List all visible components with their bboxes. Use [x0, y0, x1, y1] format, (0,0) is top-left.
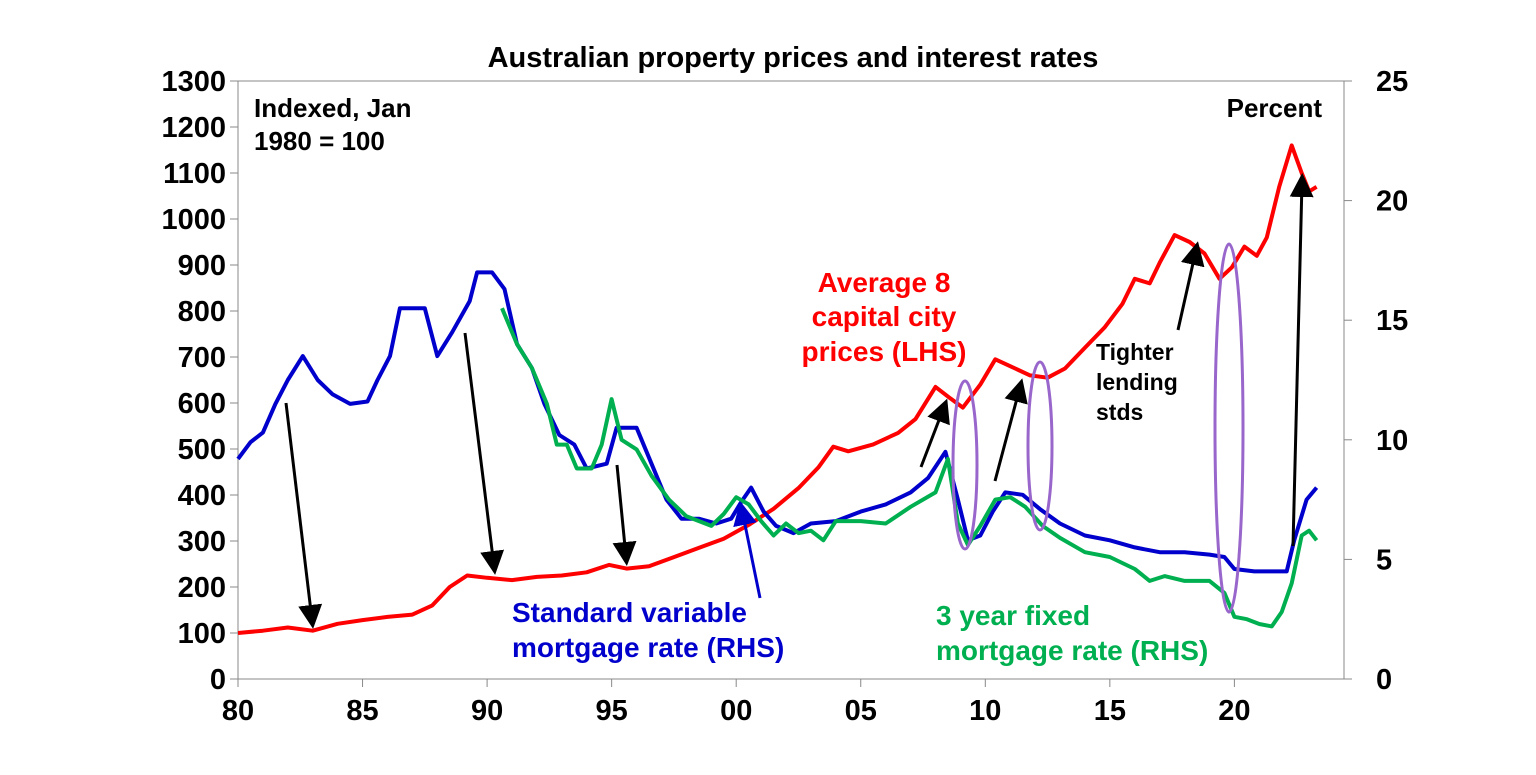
left-tick-label: 1000: [161, 204, 226, 236]
left-tick-label: 100: [178, 618, 226, 650]
right-tick-label: 5: [1376, 544, 1392, 576]
right-tick-label: 20: [1376, 186, 1408, 218]
arrow-2022: [1289, 173, 1314, 547]
x-tick-label: 85: [346, 695, 378, 727]
axes: [230, 80, 1352, 687]
series-label-variable: Standard variable mortgage rate (RHS): [512, 597, 784, 663]
series-label-fixed-line-2: mortgage rate (RHS): [936, 635, 1208, 666]
series-label-fixed: 3 year fixed mortgage rate (RHS): [936, 600, 1208, 666]
left-tick-label: 800: [178, 296, 226, 328]
left-tick-label: 700: [178, 342, 226, 374]
arrow-tighter: [1176, 241, 1205, 331]
series-label-prices-line-1: Average 8: [818, 267, 951, 298]
right-tick-label: 15: [1376, 305, 1408, 337]
left-tick-label: 0: [210, 664, 226, 696]
left-tick-label: 1200: [161, 112, 226, 144]
series-label-variable-line-1: Standard variable: [512, 597, 747, 628]
right-tick-label: 25: [1376, 66, 1408, 98]
series-label-prices-line-3: prices (LHS): [802, 336, 967, 367]
annotation-tighter-line-3: stds: [1096, 399, 1143, 425]
series-label-prices-line-2: capital city: [812, 301, 957, 332]
arrow-1995: [612, 464, 637, 566]
arrow-2007: [919, 398, 950, 468]
right-axis-label: Percent: [1227, 93, 1323, 123]
plot-frame: [237, 80, 1345, 680]
series-line-variable-rate: [236, 270, 1319, 574]
x-tick-label: 15: [1094, 695, 1126, 727]
tick-labels: 0100200300400500600700800900100011001200…: [161, 66, 1408, 727]
right-tick-label: 10: [1376, 425, 1408, 457]
series-label-prices: Average 8 capital city prices (LHS): [802, 267, 967, 367]
arrow-blue-2000: [733, 501, 762, 599]
x-tick-label: 00: [720, 695, 752, 727]
left-tick-label: 200: [178, 572, 226, 604]
x-tick-label: 80: [222, 695, 254, 727]
x-tick-label: 90: [471, 695, 503, 727]
ellipse-2019: [1213, 242, 1245, 614]
chart-title: Australian property prices and interest …: [488, 42, 1099, 74]
annotation-tighter-line-2: lending: [1096, 369, 1178, 395]
arrow-2010: [993, 378, 1028, 482]
ellipse-gfc: [951, 379, 979, 551]
highlight-ellipses: [951, 242, 1245, 614]
left-tick-label: 500: [178, 434, 226, 466]
left-tick-label: 600: [178, 388, 226, 420]
left-tick-label: 1100: [163, 158, 226, 190]
x-tick-label: 95: [596, 695, 628, 727]
left-tick-label: 900: [178, 250, 226, 282]
arrow-1982: [284, 402, 323, 629]
x-tick-label: 20: [1218, 695, 1250, 727]
arrow-1989: [463, 332, 505, 575]
left-tick-label: 1300: [161, 66, 226, 98]
left-tick-label: 300: [178, 526, 226, 558]
x-tick-label: 10: [969, 695, 1001, 727]
x-tick-label: 05: [845, 695, 877, 727]
series-label-variable-line-2: mortgage rate (RHS): [512, 632, 784, 663]
annotation-arrows: [284, 173, 1314, 629]
left-tick-label: 400: [178, 480, 226, 512]
annotation-tighter-lending: Tighter lending stds: [1096, 339, 1178, 425]
left-axis-label-line-2: 1980 = 100: [254, 126, 385, 156]
series-line-prices: [237, 143, 1318, 635]
ellipse-2012: [1026, 360, 1054, 532]
left-axis-label-line-1: Indexed, Jan: [254, 93, 412, 123]
series-label-fixed-line-1: 3 year fixed: [936, 600, 1090, 631]
right-tick-label: 0: [1376, 664, 1392, 696]
annotation-tighter-line-1: Tighter: [1096, 339, 1174, 365]
